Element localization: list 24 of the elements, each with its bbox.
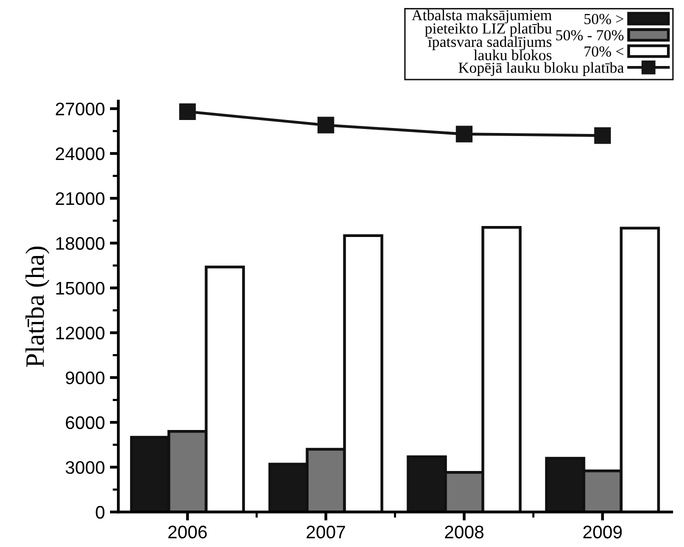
y-tick-label: 21000 [56, 192, 104, 206]
y-tick-label: 24000 [56, 147, 104, 160]
point [594, 127, 611, 144]
y-tick-label: 3000 [66, 461, 104, 474]
x-tick-label: 2007 [306, 526, 346, 538]
y-tick-label: 0 [96, 506, 104, 519]
x-tick-label: 2006 [168, 526, 207, 538]
x-tick-label: 2008 [445, 526, 484, 538]
y-tick-label: 15000 [56, 282, 104, 295]
point [456, 126, 473, 142]
y-axis-title: Platība (ha) [25, 246, 50, 368]
y-tick-label: 12000 [56, 326, 104, 340]
y-tick-label: 9000 [66, 371, 104, 384]
y-tick-label: 18000 [56, 237, 104, 250]
y-tick-label: 6000 [66, 416, 104, 430]
point [318, 116, 334, 134]
legend-label: 70% < [584, 46, 624, 57]
legend-label: Kopējā lauku bloku platība [458, 62, 624, 76]
point [179, 103, 196, 120]
legend-label: 50% - 70% [556, 30, 624, 40]
legend-title: Atbalsta maksājumiem pieteikto LIZ platību īpatsvara sadalījums lauku blokos [412, 10, 552, 60]
legend-label: 50% > [584, 14, 624, 24]
y-tick-label: 27000 [56, 102, 104, 116]
x-tick-label: 2009 [583, 526, 622, 538]
